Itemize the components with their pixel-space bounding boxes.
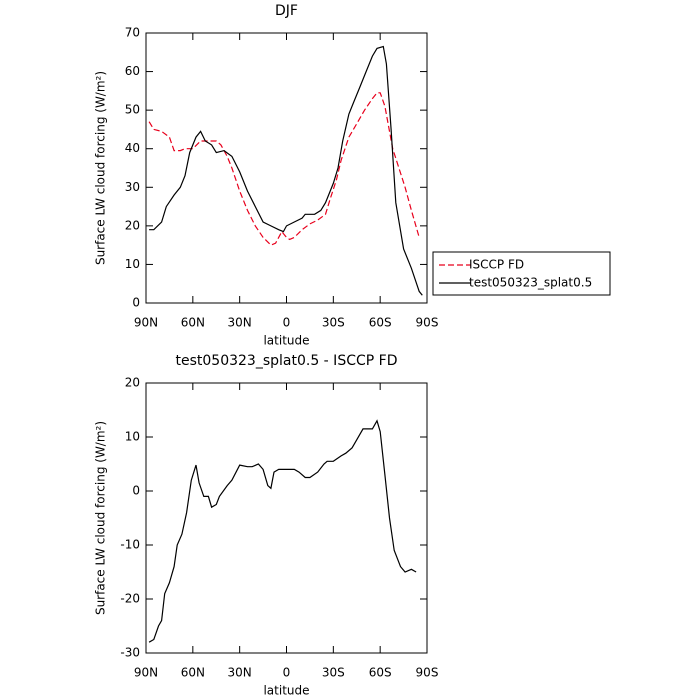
y-axis-label: Surface LW cloud forcing (W/m²) (94, 71, 108, 265)
plot-frame (145, 382, 428, 654)
y-tick-label: 0 (132, 484, 140, 498)
legend-label: test050323_splat0.5 (469, 276, 592, 290)
x-tick-label: 90N (134, 316, 158, 330)
chart-title: test050323_splat0.5 - ISCCP FD (176, 353, 398, 369)
x-tick-label: 90S (416, 666, 439, 680)
y-tick-label: 10 (125, 430, 140, 444)
x-tick-label: 60S (369, 316, 392, 330)
x-tick-label: 90N (134, 666, 158, 680)
x-tick-label: 60N (181, 316, 205, 330)
y-tick-label: 60 (125, 64, 140, 78)
y-tick-label: -30 (120, 646, 140, 660)
x-axis-label: latitude (263, 334, 309, 348)
data-line (148, 92, 420, 246)
x-tick-label: 0 (283, 316, 291, 330)
y-tick-label: -20 (120, 592, 140, 606)
chart-title: DJF (275, 3, 298, 19)
y-tick-label: 30 (125, 180, 140, 194)
y-tick-label: -10 (120, 538, 140, 552)
x-axis-label: latitude (263, 684, 309, 698)
x-tick-label: 0 (283, 666, 291, 680)
data-line (148, 419, 417, 643)
x-tick-label: 90S (416, 316, 439, 330)
plot-frame (145, 32, 428, 304)
y-tick-label: 0 (132, 296, 140, 310)
y-tick-label: 20 (125, 376, 140, 390)
x-tick-label: 30S (322, 316, 345, 330)
y-tick-label: 10 (125, 257, 140, 271)
x-tick-label: 30N (228, 666, 252, 680)
x-tick-label: 60S (369, 666, 392, 680)
x-tick-label: 30S (322, 666, 345, 680)
y-tick-label: 40 (125, 141, 140, 155)
legend-label: ISCCP FD (469, 258, 524, 272)
x-tick-label: 60N (181, 666, 205, 680)
x-tick-label: 30N (228, 316, 252, 330)
data-line (149, 45, 423, 296)
y-tick-label: 50 (125, 103, 140, 117)
y-tick-label: 20 (125, 218, 140, 232)
y-tick-label: 70 (125, 26, 140, 40)
y-axis-label: Surface LW cloud forcing (W/m²) (94, 421, 108, 615)
legend-box (432, 251, 611, 296)
